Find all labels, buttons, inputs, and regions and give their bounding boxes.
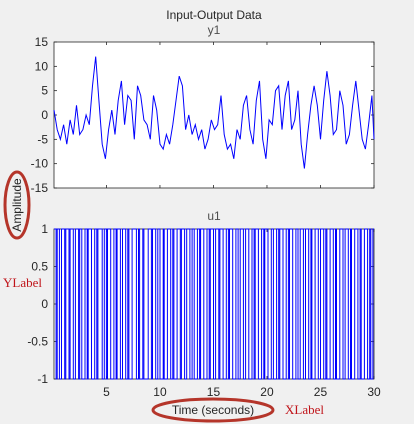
ytick-label: 5 [41, 84, 48, 98]
ytick-label: -15 [31, 181, 49, 195]
xtick-label: 10 [153, 385, 167, 399]
ytick-label: 1 [41, 222, 48, 236]
ytick-label: -1 [37, 372, 48, 386]
shared-xlabel: Time (seconds) [172, 403, 254, 417]
xtick-label: 25 [314, 385, 328, 399]
xtick-label: 15 [207, 385, 221, 399]
xlabel-callout-ellipse [151, 397, 275, 423]
ylabel-callout-ellipse [3, 170, 31, 240]
ytick-label: 0.5 [31, 260, 48, 274]
xlabel-callout-text: XLabel [285, 402, 324, 417]
xtick-label: 5 [103, 385, 110, 399]
output-series-line [53, 56, 375, 169]
input-axes-u1[interactable]: u1 -1-0.500.515 10 15 20 25 30 [27, 209, 381, 399]
ytick-label: 15 [35, 35, 49, 49]
figure-title: Input-Output Data [166, 8, 262, 22]
ytick-label: 0 [41, 108, 48, 122]
ytick-label: 0 [41, 297, 48, 311]
ytick-label: -10 [31, 157, 49, 171]
xtick-label: 30 [367, 385, 381, 399]
output-axes-y1[interactable]: y1 -15 -10 -5 0 5 10 15 [31, 23, 375, 195]
input-series-stairs [54, 228, 374, 380]
output-axes-background [53, 41, 375, 189]
ylabel-callout-text: YLabel [3, 275, 42, 290]
output-axes-title: y1 [208, 23, 221, 37]
xtick-label: 20 [260, 385, 274, 399]
ytick-label: 10 [35, 59, 49, 73]
ytick-label: -5 [37, 132, 48, 146]
ytick-label: -0.5 [27, 335, 48, 349]
shared-ylabel: Amplitude [10, 178, 24, 232]
input-axes-title: u1 [207, 209, 221, 223]
